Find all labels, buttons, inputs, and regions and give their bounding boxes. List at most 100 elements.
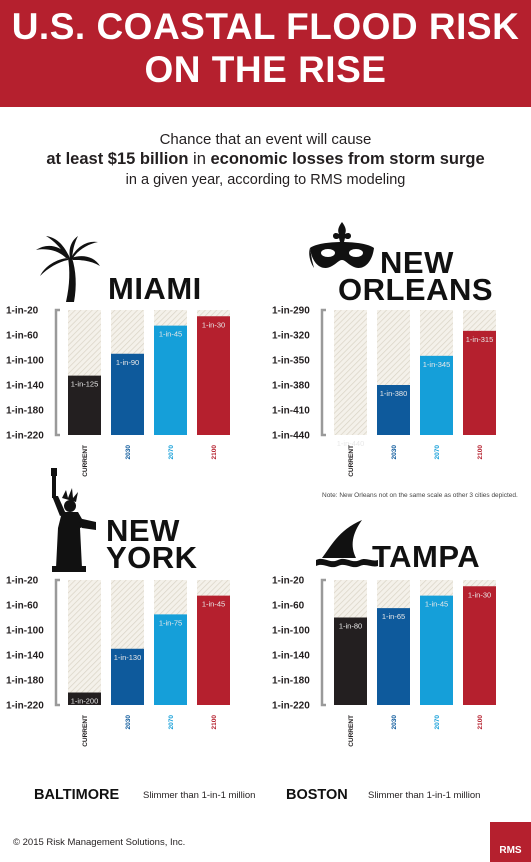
bar <box>420 355 453 435</box>
category-label: 2070 <box>434 445 441 460</box>
bar <box>154 614 187 705</box>
city-name-new-york-line-1: NEW <box>106 513 180 548</box>
bar <box>197 316 230 435</box>
bar <box>111 353 144 435</box>
category-label: 2100 <box>211 715 218 730</box>
palm-tree-icon <box>36 236 100 302</box>
bar-value-label: 1-in-345 <box>423 360 451 369</box>
y-tick-label: 1-in-140 <box>6 381 44 392</box>
bar <box>463 330 496 435</box>
bar-value-label: 1-in-90 <box>116 358 139 367</box>
city-name-new-orleans-line-1: NEW <box>380 245 454 280</box>
y-tick-label: 1-in-180 <box>272 676 310 687</box>
y-tick-label: 1-in-220 <box>6 701 44 712</box>
y-tick-label: 1-in-100 <box>6 626 44 637</box>
title-banner: U.S. COASTAL FLOOD RISK ON THE RISE <box>0 0 531 107</box>
intro-emphasis-amount: at least $15 billion <box>46 150 189 168</box>
title-line-2: ON THE RISE <box>144 49 387 90</box>
y-tick-label: 1-in-320 <box>272 331 310 342</box>
rms-logo-text: RMS <box>499 845 522 856</box>
title-line-1: U.S. COASTAL FLOOD RISK <box>11 6 520 47</box>
category-label: 2030 <box>391 445 398 460</box>
y-tick-label: 1-in-60 <box>6 331 39 342</box>
bar-value-label: 1-in-125 <box>71 380 99 389</box>
copyright: © 2015 Risk Management Solutions, Inc. <box>13 837 186 848</box>
bar-background <box>334 310 367 435</box>
chart-miami: 1-in-20 1-in-60 1-in-100 1-in-140 1-in-180 1-… <box>6 306 230 477</box>
bar-background <box>68 580 101 705</box>
bar-value-label: 1-in-30 <box>468 590 491 599</box>
chart-tampa: 1-in-20 1-in-60 1-in-100 1-in-140 1-in-180 1-… <box>272 576 496 747</box>
bar <box>68 692 101 705</box>
bar <box>420 595 453 705</box>
category-label: 2070 <box>434 715 441 730</box>
y-tick-label: 1-in-100 <box>272 626 310 637</box>
category-label: 2070 <box>168 715 175 730</box>
intro-line-1: Chance that an event will cause <box>159 131 372 148</box>
y-tick-label: 1-in-140 <box>6 651 44 662</box>
bar-value-label: 1-in-130 <box>114 653 142 662</box>
bar-value-label: 1-in-315 <box>466 335 494 344</box>
y-tick-label: 1-in-220 <box>6 431 44 442</box>
category-label: 2070 <box>168 445 175 460</box>
bar-value-label: 1-in-200 <box>71 697 99 706</box>
intro-connector: in <box>188 150 211 168</box>
y-tick-label: 1-in-60 <box>272 601 305 612</box>
category-label: 2100 <box>477 715 484 730</box>
y-tick-label: 1-in-380 <box>272 381 310 392</box>
category-label: 2030 <box>391 715 398 730</box>
bar-value-label: 1-in-45 <box>202 600 225 609</box>
category-label: 2030 <box>125 715 132 730</box>
rms-logo: RMS <box>490 822 531 862</box>
category-label: 2030 <box>125 445 132 460</box>
y-axis-bracket <box>54 308 60 437</box>
statue-of-liberty-icon <box>51 468 96 572</box>
y-tick-label: 1-in-220 <box>272 701 310 712</box>
bar <box>154 325 187 435</box>
bar <box>111 648 144 705</box>
bar <box>463 586 496 705</box>
bar <box>197 595 230 705</box>
baltimore-text: Slimmer than 1-in-1 million <box>143 790 256 801</box>
y-tick-label: 1-in-20 <box>272 576 305 587</box>
y-tick-label: 1-in-410 <box>272 406 310 417</box>
shark-fin-icon <box>316 520 378 568</box>
y-tick-label: 1-in-180 <box>6 676 44 687</box>
intro-emphasis-losses: economic losses from storm surge <box>210 150 485 168</box>
y-axis-bracket <box>320 578 326 707</box>
chart-new-orleans: 1-in-290 1-in-320 1-in-350 1-in-380 1-in-410… <box>272 306 496 477</box>
new-orleans-scale-note: Note: New Orleans not on the same scale … <box>322 492 518 499</box>
y-axis-bracket <box>320 308 326 437</box>
bar <box>68 375 101 435</box>
category-label: CURRENT <box>348 445 355 477</box>
city-name-new-york-line-2: YORK <box>106 540 198 575</box>
intro-line-2: at least $15 billion in economic losses … <box>0 150 531 169</box>
y-axis-bracket <box>54 578 60 707</box>
bar-value-label: 1-in-65 <box>382 612 405 621</box>
y-tick-label: 1-in-350 <box>272 356 310 367</box>
bar-value-label: 1-in-45 <box>425 600 448 609</box>
bar-value-label: 1-in-30 <box>202 320 225 329</box>
bar <box>334 617 367 705</box>
y-tick-label: 1-in-180 <box>6 406 44 417</box>
category-label: CURRENT <box>348 715 355 747</box>
bar-value-label: 1-in-380 <box>380 389 408 398</box>
city-name-new-orleans-line-2: ORLEANS <box>338 272 494 307</box>
bar <box>377 608 410 705</box>
y-tick-label: 1-in-100 <box>6 356 44 367</box>
y-tick-label: 1-in-140 <box>272 651 310 662</box>
category-label: 2100 <box>477 445 484 460</box>
y-tick-label: 1-in-20 <box>6 576 39 587</box>
category-label: 2100 <box>211 445 218 460</box>
baltimore-name: BALTIMORE <box>34 787 120 803</box>
bar-value-label: 1-in-440 <box>337 439 365 448</box>
boston-name: BOSTON <box>286 787 348 803</box>
y-tick-label: 1-in-440 <box>272 431 310 442</box>
bar-value-label: 1-in-45 <box>159 330 182 339</box>
boston-text: Slimmer than 1-in-1 million <box>368 790 481 801</box>
bar <box>377 385 410 435</box>
y-tick-label: 1-in-290 <box>272 306 310 317</box>
chart-new-york: 1-in-20 1-in-60 1-in-100 1-in-140 1-in-180 1-… <box>6 576 230 747</box>
y-tick-label: 1-in-20 <box>6 306 39 317</box>
city-name-tampa: TAMPA <box>372 539 481 574</box>
